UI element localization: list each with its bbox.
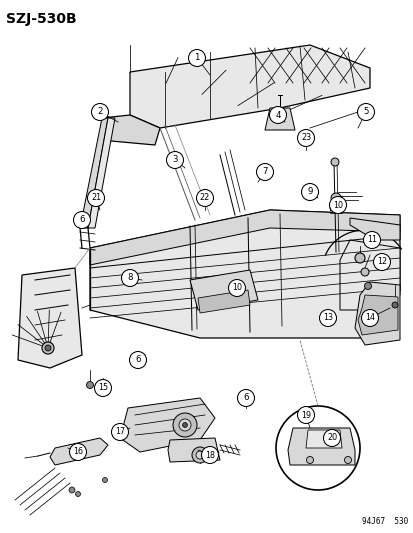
Circle shape: [102, 478, 107, 482]
Text: 4: 4: [275, 110, 280, 119]
Text: 10: 10: [332, 200, 342, 209]
Circle shape: [201, 447, 218, 464]
Circle shape: [275, 406, 359, 490]
Circle shape: [94, 379, 111, 397]
Circle shape: [391, 302, 397, 308]
Polygon shape: [339, 240, 399, 310]
Text: 18: 18: [204, 450, 214, 459]
Text: 1: 1: [194, 53, 199, 62]
Circle shape: [42, 342, 54, 354]
Circle shape: [192, 447, 207, 463]
Circle shape: [74, 212, 90, 229]
Circle shape: [354, 253, 364, 263]
Circle shape: [256, 164, 273, 181]
Polygon shape: [305, 430, 341, 448]
Polygon shape: [18, 268, 82, 368]
Circle shape: [373, 254, 389, 271]
Text: 8: 8: [127, 273, 133, 282]
Circle shape: [361, 310, 377, 327]
Text: 11: 11: [366, 236, 376, 245]
Circle shape: [45, 345, 51, 351]
Polygon shape: [287, 428, 354, 465]
Circle shape: [69, 443, 86, 461]
Circle shape: [319, 310, 336, 327]
Circle shape: [330, 193, 340, 203]
Text: 3: 3: [172, 156, 177, 165]
Text: 15: 15: [98, 384, 108, 392]
Circle shape: [237, 390, 254, 407]
Circle shape: [178, 419, 190, 431]
Circle shape: [87, 190, 104, 206]
Polygon shape: [88, 118, 115, 228]
Circle shape: [363, 231, 380, 248]
Circle shape: [129, 351, 146, 368]
Circle shape: [188, 50, 205, 67]
Circle shape: [196, 190, 213, 206]
Text: 6: 6: [135, 356, 140, 365]
Circle shape: [69, 487, 75, 493]
Circle shape: [297, 130, 314, 147]
Polygon shape: [357, 295, 397, 335]
Circle shape: [166, 151, 183, 168]
Text: 10: 10: [231, 284, 242, 293]
Text: 5: 5: [362, 108, 368, 117]
Text: 6: 6: [243, 393, 248, 402]
Text: 16: 16: [73, 448, 83, 456]
Polygon shape: [80, 118, 108, 228]
Text: 94J67  530: 94J67 530: [361, 517, 407, 526]
Circle shape: [330, 158, 338, 166]
Circle shape: [75, 491, 80, 497]
Text: 17: 17: [115, 427, 125, 437]
Circle shape: [111, 424, 128, 440]
Circle shape: [363, 282, 370, 289]
Circle shape: [306, 456, 313, 464]
Polygon shape: [120, 398, 214, 452]
Text: 14: 14: [364, 313, 374, 322]
Circle shape: [323, 430, 339, 447]
Text: 12: 12: [376, 257, 386, 266]
Polygon shape: [190, 270, 257, 310]
Circle shape: [360, 268, 368, 276]
Polygon shape: [354, 282, 399, 345]
Text: 21: 21: [91, 193, 101, 203]
Circle shape: [269, 107, 286, 124]
Text: 23: 23: [300, 133, 310, 142]
Circle shape: [357, 103, 374, 120]
Text: 2: 2: [97, 108, 102, 117]
Circle shape: [329, 205, 335, 211]
Circle shape: [195, 451, 204, 459]
Circle shape: [121, 270, 138, 287]
Polygon shape: [50, 438, 108, 465]
Polygon shape: [90, 210, 399, 265]
Text: 13: 13: [322, 313, 332, 322]
Polygon shape: [90, 210, 399, 338]
Text: SZJ-530B: SZJ-530B: [6, 12, 76, 26]
Text: 22: 22: [199, 193, 210, 203]
Text: 6: 6: [79, 215, 85, 224]
Polygon shape: [130, 45, 369, 128]
Circle shape: [344, 456, 351, 464]
Text: 20: 20: [326, 433, 336, 442]
Polygon shape: [100, 115, 159, 145]
Polygon shape: [349, 218, 399, 240]
Circle shape: [182, 423, 187, 427]
Polygon shape: [197, 290, 249, 313]
Circle shape: [297, 407, 314, 424]
Text: 9: 9: [306, 188, 312, 197]
Circle shape: [173, 413, 197, 437]
Circle shape: [86, 382, 93, 389]
Circle shape: [230, 282, 242, 294]
Circle shape: [228, 279, 245, 296]
Polygon shape: [168, 438, 219, 462]
Text: 7: 7: [261, 167, 267, 176]
Circle shape: [91, 103, 108, 120]
Circle shape: [329, 197, 346, 214]
Text: 19: 19: [300, 410, 310, 419]
Polygon shape: [264, 108, 294, 130]
Circle shape: [301, 183, 318, 200]
